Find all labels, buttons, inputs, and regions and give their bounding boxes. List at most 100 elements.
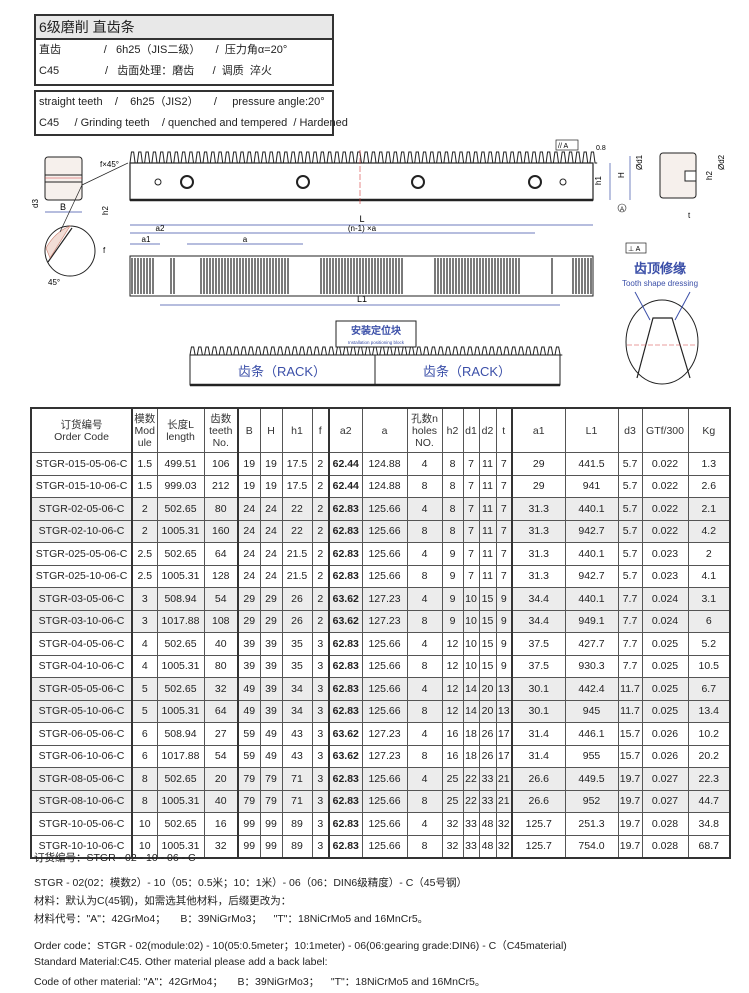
table-cell: 1005.31 — [156, 789, 205, 813]
table-cell: 11 — [478, 542, 497, 566]
column-header: t — [495, 407, 513, 453]
hole — [411, 175, 425, 189]
table-cell: 7 — [462, 519, 480, 543]
hole — [154, 178, 162, 186]
spec-line: 直齿 / 6h25（JIS二级） / 压力角α=20° — [39, 44, 288, 56]
table-cell: 125.66 — [361, 519, 408, 543]
table-row: STGR-025-10-06-C 2.5 1005.31 128 24 24 21.5 2 62… — [30, 564, 731, 588]
table-cell: 49 — [237, 699, 261, 723]
note-en-standard: Standard Material:C45. Other material pl… — [34, 956, 328, 968]
dim-t: t — [688, 211, 691, 220]
table-cell: 440.1 — [564, 497, 619, 521]
table-cell: STGR-04-05-06-C — [30, 632, 133, 656]
table-cell: 32 — [441, 812, 464, 836]
table-cell: 17.5 — [281, 452, 313, 476]
table-cell: 31.4 — [511, 744, 566, 768]
table-cell: 952 — [564, 789, 619, 813]
table-cell: 25 — [441, 789, 464, 813]
table-cell: 7 — [495, 497, 513, 521]
table-cell: 26.6 — [511, 789, 566, 813]
table-cell: 33 — [478, 767, 497, 791]
dim-d3: d3 — [31, 199, 40, 208]
right-dimensions: // A 0.8 h1 H A — [555, 139, 631, 213]
table-cell: 0.025 — [641, 699, 689, 723]
table-row: STGR-03-05-06-C 3 508.94 54 29 29 26 2 63.62 127.… — [30, 587, 731, 611]
table-cell: STGR-08-05-06-C — [30, 767, 133, 791]
table-cell: 3 — [311, 812, 330, 836]
table-cell: 19 — [259, 474, 283, 498]
table-cell: 8 — [406, 564, 443, 588]
table-cell: 48 — [478, 834, 497, 859]
header-text: Order Code — [54, 430, 109, 443]
table-cell: 4 — [406, 452, 443, 476]
table-cell: 10 — [462, 587, 480, 611]
table-cell: 2 — [687, 542, 731, 566]
table-cell: 9 — [495, 609, 513, 633]
table-cell: 34 — [281, 699, 313, 723]
table-cell: 39 — [259, 677, 283, 701]
hole — [296, 175, 310, 189]
table-cell: 125.7 — [511, 834, 566, 859]
table-cell: 15 — [478, 609, 497, 633]
table-cell: 22 — [281, 519, 313, 543]
dressing-title-en: Tooth shape dressing — [622, 279, 698, 288]
dim-f: f — [103, 246, 106, 255]
table-cell: 63.62 — [328, 722, 363, 746]
table-cell: 4 — [406, 677, 443, 701]
table-cell: 8 — [441, 474, 464, 498]
table-cell: 63.62 — [328, 609, 363, 633]
table-cell: 499.51 — [156, 452, 205, 476]
table-cell: 8 — [406, 609, 443, 633]
table-cell: 99 — [237, 812, 261, 836]
table-row: STGR-10-10-06-C 10 1005.31 32 99 99 89 3 62.83 12… — [30, 834, 731, 859]
table-cell: 29 — [237, 587, 261, 611]
table-cell: 29 — [511, 452, 566, 476]
note-cn-order: 订货编号：STGR - 02 - 10 - 06 - C — [34, 852, 196, 864]
table-cell: STGR-02-10-06-C — [30, 519, 133, 543]
table-cell: 1.5 — [131, 452, 158, 476]
hole — [528, 175, 542, 189]
table-cell: 10 — [131, 812, 158, 836]
table-cell: 14 — [462, 699, 480, 723]
dim-a: a — [243, 235, 248, 244]
rack-body-front — [129, 162, 594, 201]
spec-box-chinese: 6级磨削 直齿条 直齿 / 6h25（JIS二级） / 压力角α=20° C45… — [34, 14, 334, 86]
table-row: STGR-015-10-06-C 1.5 999.03 212 19 19 17.5 2 62.… — [30, 474, 731, 498]
table-cell: 89 — [281, 812, 313, 836]
table-cell: 4.1 — [687, 564, 731, 588]
table-cell: 37.5 — [511, 654, 566, 678]
spec-box-english: straight teeth / 6h25（JIS2） / pressure a… — [34, 90, 348, 136]
table-cell: 2 — [311, 519, 330, 543]
rack-teeth-top-view — [129, 151, 598, 164]
column-header: 齿数 teeth No. — [203, 407, 239, 453]
table-cell: 17.5 — [281, 474, 313, 498]
table-cell: 13 — [495, 699, 513, 723]
table-cell: 0.022 — [641, 497, 689, 521]
table-cell: 0.025 — [641, 654, 689, 678]
table-cell: 5 — [131, 677, 158, 701]
table-cell: 5.7 — [617, 497, 643, 521]
table-cell: 125.66 — [361, 699, 408, 723]
table-cell: 125.66 — [361, 654, 408, 678]
table-cell: 160 — [203, 519, 239, 543]
table-cell: 6 — [687, 609, 731, 633]
table-cell: 15 — [478, 587, 497, 611]
table-cell: 49 — [237, 677, 261, 701]
table-cell: 49 — [259, 744, 283, 768]
table-cell: 124.88 — [361, 474, 408, 498]
table-cell: 54 — [203, 587, 239, 611]
table-cell: 39 — [259, 654, 283, 678]
table-cell: 20.2 — [687, 744, 731, 768]
table-cell: 3 — [311, 834, 330, 859]
table-cell: 1.5 — [131, 474, 158, 498]
table-cell: 34.8 — [687, 812, 731, 836]
table-cell: 106 — [203, 452, 239, 476]
table-cell: 21 — [495, 789, 513, 813]
table-cell: 2.1 — [687, 497, 731, 521]
header-text: 孔数n — [411, 412, 438, 425]
table-cell: 26 — [478, 722, 497, 746]
dim-angle: 45° — [48, 278, 60, 287]
spec-line: straight teeth / 6h25（JIS2） / pressure a… — [39, 96, 325, 108]
table-cell: 19 — [237, 452, 261, 476]
note-cn-explain: STGR - 02(02：模数2）- 10（05：0.5米；10：1米）- 06… — [34, 877, 467, 889]
